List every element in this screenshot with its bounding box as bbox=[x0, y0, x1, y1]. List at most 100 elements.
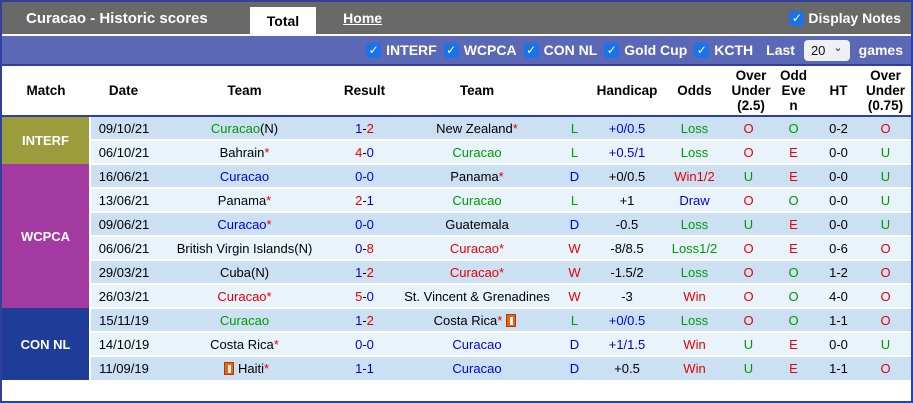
games-count-select[interactable]: 20 ⌄ bbox=[803, 39, 850, 61]
filter-kcth-label: KCTH bbox=[714, 42, 754, 58]
away-team-suffix: * bbox=[512, 120, 518, 136]
tab-home[interactable]: Home bbox=[343, 10, 383, 26]
date-cell: 09/06/21 bbox=[90, 211, 157, 236]
result-cell: 1-2 bbox=[332, 259, 397, 284]
away-team-cell: Curacao bbox=[397, 187, 557, 212]
away-score: 0 bbox=[366, 216, 374, 232]
win-draw-loss-cell: D bbox=[557, 355, 592, 380]
handicap-cell: +1 bbox=[592, 187, 662, 212]
ht-cell: 4-0 bbox=[817, 283, 860, 308]
odds-cell: Loss bbox=[662, 307, 727, 332]
away-team-suffix: * bbox=[497, 312, 503, 328]
odds-cell: Win bbox=[662, 355, 727, 380]
table-body: INTERF 09/10/21 Curacao(N) 1-2 New Zealand* L… bbox=[2, 116, 911, 380]
score-dash: - bbox=[362, 120, 367, 136]
handicap-cell: +0.5 bbox=[592, 355, 662, 380]
win-draw-loss-cell: D bbox=[557, 211, 592, 236]
filter-con-nl[interactable]: ✓ CON NL bbox=[523, 42, 598, 58]
handicap-cell: +0.5/1 bbox=[592, 139, 662, 164]
away-team-cell: Panama* bbox=[397, 163, 557, 188]
home-team-cell: Curacao bbox=[157, 163, 332, 188]
filter-con-nl-label: CON NL bbox=[543, 42, 598, 58]
table-header-row: Match Date Team Result Team Handicap Odd… bbox=[2, 66, 911, 117]
over-under-25-cell: O bbox=[727, 187, 770, 212]
odds-cell: Loss bbox=[662, 116, 727, 140]
home-team-suffix: * bbox=[264, 144, 270, 160]
away-score: 1 bbox=[366, 361, 374, 376]
over-under-25-cell: O bbox=[727, 307, 770, 332]
home-team-name: Bahrain bbox=[219, 144, 265, 160]
away-team-cell: Costa Rica* bbox=[397, 307, 557, 332]
filter-wcpca[interactable]: ✓ WCPCA bbox=[443, 42, 517, 58]
filter-gold-cup[interactable]: ✓ Gold Cup bbox=[604, 42, 687, 58]
col-header-away-team: Team bbox=[397, 66, 557, 117]
over-under-075-cell: O bbox=[860, 355, 911, 380]
win-draw-loss-cell: L bbox=[557, 116, 592, 140]
home-team-name: Haiti bbox=[237, 361, 264, 376]
home-team-name: Curacao bbox=[219, 168, 270, 184]
result-cell: 5-0 bbox=[332, 283, 397, 308]
filter-kcth[interactable]: ✓ KCTH bbox=[694, 42, 753, 58]
handicap-cell: -1.5/2 bbox=[592, 259, 662, 284]
away-team-name: New Zealand bbox=[436, 120, 513, 136]
result-cell: 0-8 bbox=[332, 235, 397, 260]
home-team-name: Curacao bbox=[210, 120, 261, 136]
table-row: 13/06/21 Panama* 2-1 Curacao L +1 Draw O O 0-0 U bbox=[2, 187, 911, 212]
odds-cell: Loss bbox=[662, 211, 727, 236]
home-team-cell: Curacao* bbox=[157, 283, 332, 308]
checkbox-checked-icon[interactable]: ✓ bbox=[789, 10, 805, 26]
col-header-date: Date bbox=[90, 66, 157, 117]
filter-interf[interactable]: ✓ INTERF bbox=[366, 42, 437, 58]
tab-total[interactable]: Total bbox=[249, 7, 317, 34]
home-score: 0 bbox=[355, 336, 363, 352]
result-cell: 0-0 bbox=[332, 331, 397, 356]
score-dash: - bbox=[362, 336, 367, 352]
result-cell: 1-2 bbox=[332, 307, 397, 332]
checkbox-checked-icon[interactable]: ✓ bbox=[604, 42, 620, 58]
score-dash: - bbox=[362, 240, 367, 256]
home-team-name: British Virgin Islands bbox=[176, 240, 295, 256]
ht-cell: 0-6 bbox=[817, 235, 860, 260]
away-score: 0 bbox=[366, 336, 374, 352]
filter-interf-label: INTERF bbox=[386, 42, 437, 58]
over-under-075-cell: O bbox=[860, 259, 911, 284]
checkbox-checked-icon[interactable]: ✓ bbox=[366, 42, 382, 58]
home-team-suffix: * bbox=[273, 336, 279, 352]
home-team-cell: Bahrain* bbox=[157, 139, 332, 164]
result-cell: 1-1 bbox=[332, 355, 397, 380]
odds-cell: Win bbox=[662, 331, 727, 356]
over-under-075-cell: U bbox=[860, 211, 911, 236]
odd-even-cell: O bbox=[770, 307, 817, 332]
checkbox-checked-icon[interactable]: ✓ bbox=[523, 42, 539, 58]
home-team-name: Curacao bbox=[217, 216, 267, 232]
table-row: 29/03/21 Cuba(N) 1-2 Curacao* W -1.5/2 Loss O O 1… bbox=[2, 259, 911, 284]
home-team-name: Panama bbox=[217, 192, 267, 208]
home-score: 1 bbox=[355, 120, 363, 136]
score-dash: - bbox=[362, 312, 367, 328]
away-team-name: Curacao bbox=[449, 264, 500, 280]
result-cell: 1-2 bbox=[332, 116, 397, 140]
competition-badge: WCPCA bbox=[2, 164, 91, 308]
table-row: 06/06/21 British Virgin Islands(N) 0-8 Cura… bbox=[2, 235, 911, 260]
home-team-cell: Curacao(N) bbox=[157, 116, 332, 140]
display-notes-toggle[interactable]: ✓ Display Notes bbox=[789, 2, 901, 34]
odd-even-cell: E bbox=[770, 355, 817, 380]
win-draw-loss-cell: D bbox=[557, 163, 592, 188]
result-cell: 2-1 bbox=[332, 187, 397, 212]
away-team-name: Costa Rica bbox=[433, 312, 498, 328]
result-cell: 0-0 bbox=[332, 163, 397, 188]
checkbox-checked-icon[interactable]: ✓ bbox=[694, 42, 710, 58]
away-score: 2 bbox=[366, 264, 374, 280]
over-under-075-cell: U bbox=[860, 331, 911, 356]
away-team-cell: New Zealand* bbox=[397, 116, 557, 140]
checkbox-checked-icon[interactable]: ✓ bbox=[443, 42, 459, 58]
home-team-name: Curacao bbox=[217, 288, 267, 304]
home-team-cell: Curacao bbox=[157, 307, 332, 332]
over-under-25-cell: O bbox=[727, 259, 770, 284]
odds-cell: Loss bbox=[662, 139, 727, 164]
away-score: 1 bbox=[366, 192, 374, 208]
note-icon bbox=[223, 362, 234, 375]
col-header-match: Match bbox=[2, 66, 90, 117]
home-score: 1 bbox=[355, 264, 363, 280]
title-bar: Curacao - Historic scores Total Home ✓ D… bbox=[2, 2, 911, 36]
